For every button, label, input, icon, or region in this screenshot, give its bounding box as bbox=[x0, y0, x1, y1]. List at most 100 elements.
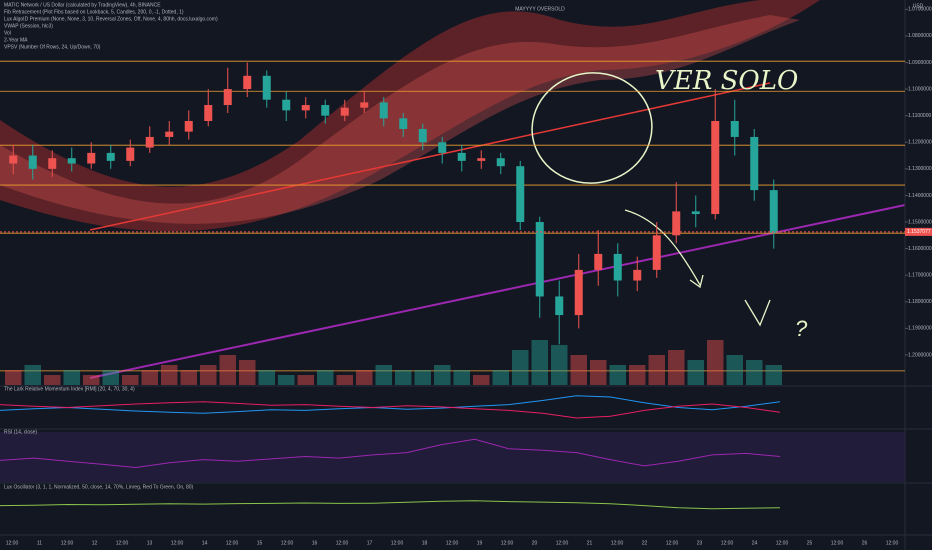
volume-bar bbox=[5, 370, 22, 385]
x-tick-label: 25 bbox=[807, 540, 813, 546]
cloud-band bbox=[0, 0, 820, 232]
candle-body bbox=[418, 128, 427, 143]
volume-bar bbox=[590, 360, 607, 385]
volume-bar bbox=[551, 345, 568, 385]
x-tick-label: 12:00 bbox=[666, 540, 679, 546]
pane-title: RSI (14, close) bbox=[4, 429, 37, 435]
volume-bar bbox=[63, 370, 80, 385]
candle-body bbox=[340, 107, 349, 116]
y-tick-label: 1.1700000 bbox=[908, 273, 932, 279]
candle-body bbox=[28, 155, 37, 169]
candle-body bbox=[438, 142, 447, 153]
candle-body bbox=[399, 118, 408, 129]
candle-body bbox=[243, 75, 252, 90]
x-tick-label: 26 bbox=[862, 540, 868, 546]
x-tick-label: 11 bbox=[37, 540, 42, 546]
y-tick-label: 1.1300000 bbox=[908, 166, 932, 172]
volume-bar bbox=[668, 350, 685, 385]
last-price-box bbox=[905, 227, 932, 236]
candle-body bbox=[691, 211, 700, 215]
candle-body bbox=[574, 269, 583, 316]
x-tick-label: 18 bbox=[422, 540, 428, 546]
indicator-line bbox=[0, 395, 781, 414]
candle-body bbox=[321, 105, 330, 116]
volume-bar bbox=[102, 370, 119, 385]
volume-bar bbox=[180, 370, 197, 385]
candle-body bbox=[496, 158, 505, 167]
y-tick-label: 1.0900000 bbox=[908, 60, 932, 66]
candle-body bbox=[633, 269, 642, 281]
y-tick-label: 1.1800000 bbox=[908, 299, 932, 305]
y-tick-label: 1.1200000 bbox=[908, 140, 932, 146]
candle-body bbox=[555, 296, 564, 316]
volume-bar bbox=[44, 375, 61, 385]
y-tick-label: 1.0800000 bbox=[908, 33, 932, 39]
candle-body bbox=[769, 190, 778, 233]
x-tick-label: 22 bbox=[642, 540, 648, 546]
candle-body bbox=[360, 102, 369, 108]
arrow-drawing bbox=[624, 209, 704, 289]
chart-title: MATIC Network / US Dollar (calculated by… bbox=[4, 2, 161, 8]
x-tick-label: 19 bbox=[477, 540, 483, 546]
volume-bar bbox=[200, 365, 217, 385]
volume-bar bbox=[492, 370, 509, 385]
x-tick-label: 23 bbox=[697, 540, 703, 546]
candle-body bbox=[301, 105, 310, 111]
candle-body bbox=[652, 235, 661, 270]
volume-bar bbox=[297, 375, 314, 385]
x-tick-label: 12:00 bbox=[556, 540, 569, 546]
indicator-legend: Fib Retracement (Plot Fibs based on Look… bbox=[4, 9, 184, 15]
x-tick-label: 12:00 bbox=[281, 540, 294, 546]
volume-bar bbox=[629, 365, 646, 385]
indicator-legend: Lux AlgoID Premium (None, None, 3, 10, R… bbox=[4, 16, 218, 22]
candle-body bbox=[594, 253, 603, 270]
x-tick-label: 12:00 bbox=[886, 540, 899, 546]
candle-body bbox=[184, 120, 193, 132]
indicator-legend: Vol bbox=[4, 30, 11, 36]
candle-body bbox=[711, 120, 720, 215]
x-tick-label: 12:00 bbox=[721, 540, 734, 546]
candle-body bbox=[165, 131, 174, 137]
indicator-line bbox=[0, 401, 781, 419]
volume-bar bbox=[531, 340, 548, 385]
candle-body bbox=[613, 253, 622, 281]
x-tick-label: 21 bbox=[587, 540, 593, 546]
volume-bar bbox=[24, 365, 41, 385]
circle-drawing bbox=[531, 72, 653, 184]
pane-title: Lux Oscillator (3, 1, 1, Normalized, 50,… bbox=[4, 484, 194, 490]
y-tick-label: 1.1500000 bbox=[908, 219, 932, 225]
volume-bar bbox=[336, 375, 353, 385]
candle-body bbox=[282, 99, 291, 111]
pane-title: The Lark Relative Momentum Index [RMI] (… bbox=[4, 386, 135, 392]
y-tick-label: 1.1100000 bbox=[908, 113, 931, 119]
volume-bar bbox=[746, 360, 763, 385]
candle-body bbox=[204, 105, 213, 121]
volume-bar bbox=[219, 355, 236, 385]
volume-bar bbox=[356, 370, 373, 385]
annotation: ? bbox=[795, 316, 808, 341]
y-tick-label: 1.1000000 bbox=[908, 86, 932, 92]
volume-bar bbox=[687, 360, 704, 385]
candle-body bbox=[223, 89, 232, 106]
indicator-legend: 2-Year MA bbox=[4, 37, 28, 43]
volume-bar bbox=[453, 370, 470, 385]
x-tick-label: 12:00 bbox=[831, 540, 844, 546]
trend-line bbox=[89, 82, 771, 231]
volume-bar bbox=[395, 370, 412, 385]
x-tick-label: 12:00 bbox=[61, 540, 74, 546]
x-tick-label: 17 bbox=[367, 540, 373, 546]
candle-body bbox=[535, 222, 544, 297]
x-tick-label: 12:00 bbox=[776, 540, 789, 546]
volume-bar bbox=[414, 370, 431, 385]
x-tick-label: 12:00 bbox=[391, 540, 404, 546]
candle-body bbox=[516, 166, 525, 223]
candle-body bbox=[126, 147, 135, 161]
x-tick-label: 24 bbox=[752, 540, 758, 546]
volume-bar bbox=[726, 355, 743, 385]
x-tick-label: 15 bbox=[257, 540, 263, 546]
y-tick-label: 1.2000000 bbox=[908, 352, 932, 358]
x-tick-label: 14 bbox=[202, 540, 208, 546]
candle-body bbox=[672, 211, 681, 236]
candle-body bbox=[750, 136, 759, 191]
